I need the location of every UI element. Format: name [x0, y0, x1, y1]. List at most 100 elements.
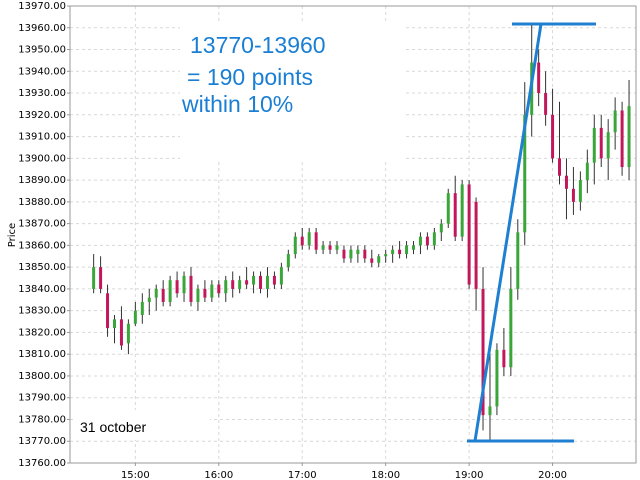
candle-body: [300, 236, 304, 246]
candle-body: [391, 249, 395, 255]
x-tick-label: 17:00: [288, 470, 317, 480]
candle-body: [265, 275, 269, 289]
candle-body: [495, 349, 499, 407]
range-diagonal: [473, 23, 543, 442]
candle-body: [488, 406, 492, 416]
candle-body: [467, 184, 471, 285]
note-box: [76, 410, 210, 440]
candle-body: [502, 349, 506, 368]
candle-body: [210, 284, 214, 298]
annotation: = 190 points: [187, 64, 313, 90]
y-tick-label: 13910.00: [18, 132, 66, 143]
candles: [92, 23, 631, 442]
candle-body: [425, 236, 429, 246]
candle-body: [516, 232, 520, 289]
candle-body: [474, 201, 478, 289]
y-tick-label: 13770.00: [18, 436, 66, 447]
annotation: 13770-13960: [190, 32, 326, 58]
candle-body: [279, 267, 283, 285]
candle-body: [238, 280, 242, 289]
candle-body: [307, 232, 311, 246]
y-tick-label: 13800.00: [18, 371, 66, 382]
candle-body: [558, 158, 562, 176]
candle-body: [126, 323, 130, 344]
x-tick-label: 15:00: [121, 470, 150, 480]
candle-body: [481, 288, 485, 416]
candle-body: [405, 245, 409, 255]
candle-body: [460, 184, 464, 237]
candle-body: [585, 162, 589, 181]
candle-body: [599, 127, 603, 159]
candle-body: [106, 293, 110, 329]
candle-body: [453, 193, 457, 237]
x-tick-label: 20:00: [538, 470, 567, 480]
candle-body: [363, 249, 367, 259]
candle-body: [133, 310, 137, 324]
candle-body: [571, 188, 575, 202]
candle-body: [293, 236, 297, 255]
note-box: [180, 22, 406, 160]
candle-body: [356, 249, 360, 255]
y-tick-label: 13950.00: [18, 45, 66, 56]
plot-frame: [69, 5, 637, 464]
candle-body: [606, 132, 610, 159]
y-tick-label: 13810.00: [18, 349, 66, 360]
candle-body: [203, 288, 207, 298]
candle-body: [335, 245, 339, 250]
candle-body: [147, 297, 151, 302]
candle-body: [272, 275, 276, 285]
candle-body: [418, 236, 422, 246]
candle-body: [370, 258, 374, 263]
y-tick-label: 13790.00: [18, 393, 66, 404]
candle-body: [551, 114, 555, 159]
y-tick-label: 13850.00: [18, 262, 66, 273]
candle-body: [182, 275, 186, 294]
candle-body: [342, 249, 346, 259]
candle-body: [384, 254, 388, 257]
y-tick-label: 13840.00: [18, 284, 66, 295]
candle-body: [620, 110, 624, 168]
candle-body: [259, 275, 263, 289]
y-tick-label: 13890.00: [18, 175, 66, 186]
x-tick-label: 16:00: [204, 470, 233, 480]
x-tick-label: 19:00: [455, 470, 484, 480]
y-tick-label: 13760.00: [18, 458, 66, 469]
y-axis-label: Price: [7, 223, 18, 247]
y-tick-label: 13870.00: [18, 219, 66, 230]
candle-body: [578, 180, 582, 202]
candle-body: [217, 284, 221, 294]
y-tick-label: 13960.00: [18, 23, 66, 34]
candle-body: [432, 232, 436, 246]
y-tick-label: 13880.00: [18, 197, 66, 208]
candle-body: [113, 319, 117, 329]
candle-body: [411, 245, 415, 250]
candle-body: [398, 249, 402, 255]
candle-body: [439, 223, 443, 233]
candle-body: [613, 110, 617, 133]
candle-body: [189, 275, 193, 302]
candle-body: [377, 256, 381, 263]
y-tick-label: 13820.00: [18, 327, 66, 338]
candle-body: [523, 114, 527, 233]
candle-body: [175, 280, 179, 294]
candle-body: [140, 301, 144, 316]
candle-body: [245, 280, 249, 285]
candle-body: [196, 288, 200, 302]
candle-body: [321, 245, 325, 250]
y-tick-label: 13930.00: [18, 88, 66, 99]
candle-body: [509, 288, 513, 368]
annotation: within 10%: [181, 91, 293, 117]
y-tick-label: 13830.00: [18, 306, 66, 317]
candle-body: [564, 175, 568, 189]
y-tick-label: 13920.00: [18, 110, 66, 121]
y-tick-label: 13970.00: [18, 1, 66, 12]
candle-body: [544, 93, 548, 115]
annotation: 31 october: [80, 419, 146, 435]
candle-body: [349, 249, 353, 259]
candle-body: [328, 245, 332, 250]
candle-body: [154, 288, 158, 298]
candle-body: [314, 232, 318, 250]
candle-body: [286, 254, 290, 268]
candle-body: [119, 319, 123, 346]
